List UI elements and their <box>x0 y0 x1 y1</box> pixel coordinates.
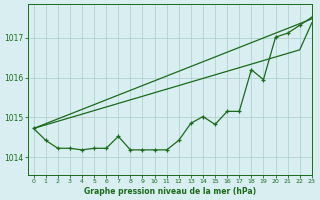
X-axis label: Graphe pression niveau de la mer (hPa): Graphe pression niveau de la mer (hPa) <box>84 187 256 196</box>
